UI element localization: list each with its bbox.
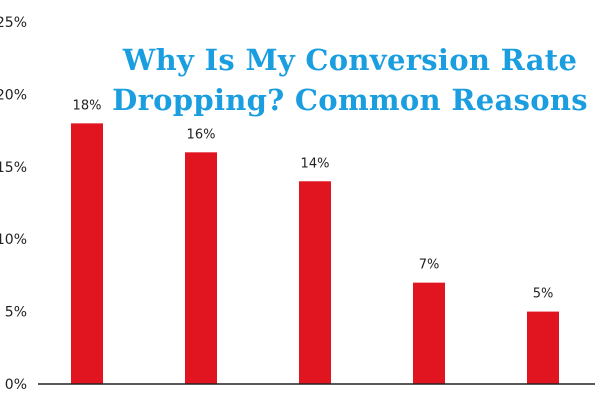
bar (413, 282, 445, 384)
chart-title-line-2: Dropping? Common Reasons (112, 83, 588, 117)
bar (185, 152, 217, 384)
y-tick-label: 25% (0, 15, 27, 31)
bar (299, 181, 331, 384)
bar-value-label: 16% (187, 127, 216, 142)
bar (527, 311, 559, 384)
bar-value-labels: 18% 16% 14% 7% 5% (73, 98, 554, 301)
bar-value-label: 14% (301, 156, 330, 171)
bar (71, 123, 103, 385)
y-tick-label: 0% (5, 377, 27, 393)
y-tick-label: 20% (0, 87, 27, 103)
y-tick-label: 5% (5, 305, 27, 321)
y-axis-ticks: 0% 5% 10% 15% 20% 25% (0, 15, 27, 393)
bar-value-label: 7% (419, 258, 440, 273)
bars (71, 123, 559, 385)
y-tick-label: 15% (0, 160, 27, 176)
bar-value-label: 18% (73, 98, 102, 113)
bar-value-label: 5% (533, 287, 554, 302)
chart-title-line-1: Why Is My Conversion Rate (122, 43, 578, 77)
y-tick-label: 10% (0, 232, 27, 248)
